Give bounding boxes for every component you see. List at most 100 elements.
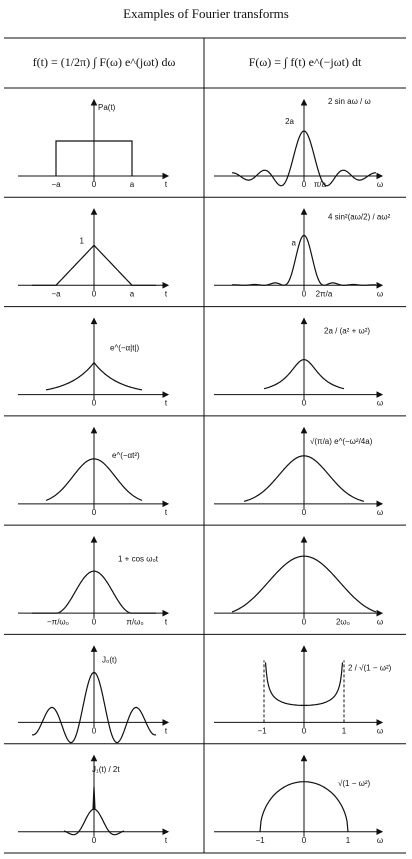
function-label: Pa(t) — [98, 103, 116, 112]
tick-label: −π/ω₀ — [47, 617, 69, 626]
function-label: √(1 − ω²) — [338, 779, 371, 788]
tick-label: 0 — [92, 727, 97, 736]
tick-label: 0 — [302, 836, 307, 845]
axis-label: t — [165, 617, 168, 626]
header-formula: F(ω) = ∫ f(t) e^(−jωt) dt — [249, 55, 362, 69]
curve — [243, 455, 365, 502]
curve — [31, 671, 157, 744]
function-label: 2 sin aω / ω — [328, 97, 371, 106]
arrow-head — [376, 391, 384, 398]
tick-label: −1 — [257, 727, 267, 736]
tick-label: 0 — [92, 399, 97, 408]
function-label: e^(−αt²) — [112, 451, 140, 460]
tick-label: 0 — [302, 399, 307, 408]
curve — [232, 234, 376, 286]
tick-label: 1 — [346, 836, 351, 845]
curve — [232, 130, 376, 187]
curve — [63, 786, 125, 836]
arrow-head — [300, 754, 308, 762]
tick-label: −a — [51, 289, 61, 298]
axis-label: ω — [377, 289, 383, 298]
curve — [32, 244, 156, 286]
arrow-head — [300, 426, 308, 434]
axis-label: ω — [377, 727, 383, 736]
axis-label: ω — [377, 508, 383, 517]
tick-label: 2π/a — [316, 289, 333, 298]
axis-label: t — [165, 727, 168, 736]
function-label: J₀(t) — [102, 656, 117, 665]
tick-label: 2ω₀ — [336, 617, 350, 626]
tick-label: 0 — [92, 289, 97, 298]
axis-label: t — [165, 289, 168, 298]
curve — [45, 361, 143, 391]
tick-label: 0 — [302, 289, 307, 298]
arrow-head — [300, 208, 308, 215]
function-label: e^(−α|t|) — [110, 344, 140, 353]
arrow-head — [162, 281, 170, 289]
arrow-head — [376, 828, 384, 836]
arrow-head — [300, 536, 308, 543]
arrow-head — [376, 281, 384, 289]
tick-label: −1 — [255, 836, 265, 845]
axis-label: ω — [377, 836, 383, 845]
peak-label: 1 — [80, 236, 85, 245]
title: Examples of Fourier transforms — [123, 6, 289, 21]
arrow-head — [90, 317, 98, 325]
tick-label: 0 — [92, 617, 97, 626]
arrow-head — [300, 645, 308, 652]
tick-label: 0 — [92, 180, 97, 189]
arrow-head — [162, 172, 170, 180]
arrow-head — [162, 828, 170, 836]
arrow-head — [300, 98, 308, 106]
axis-label: t — [165, 180, 168, 189]
arrow-head — [162, 719, 170, 726]
tick-label: −a — [51, 180, 61, 189]
arrow-head — [90, 208, 98, 215]
axis-label: ω — [377, 399, 383, 408]
tick-label: 0 — [302, 727, 307, 736]
header-formula: f(t) = (1/2π) ∫ F(ω) e^(jωt) dω — [33, 55, 176, 69]
axis-label: t — [165, 399, 168, 408]
arrow-head — [90, 536, 98, 543]
tick-label: a — [130, 289, 135, 298]
peak-label: 2a — [285, 117, 294, 126]
arrow-head — [376, 719, 384, 726]
tick-label: a — [130, 180, 135, 189]
arrow-head — [90, 426, 98, 434]
curve — [259, 781, 349, 832]
arrow-head — [162, 391, 170, 398]
tick-label: 0 — [92, 836, 97, 845]
arrow-head — [90, 98, 98, 106]
axis-label: ω — [377, 180, 383, 189]
curve — [264, 662, 344, 706]
function-label: J₁(t) / 2t — [92, 765, 120, 774]
arrow-head — [300, 317, 308, 325]
function-label: √(π/a) e^(−ω²/4a) — [310, 437, 373, 446]
arrow-head — [376, 609, 384, 617]
tick-label: 0 — [302, 180, 307, 189]
axis-label: ω — [377, 617, 383, 626]
tick-label: 0 — [302, 508, 307, 517]
function-label: 2 / √(1 − ω²) — [348, 664, 392, 673]
peak-label: a — [292, 238, 297, 247]
axis-label: t — [165, 836, 168, 845]
function-label: 2a / (a² + ω²) — [324, 327, 370, 336]
arrow-head — [90, 645, 98, 652]
curve — [55, 140, 133, 176]
tick-label: 1 — [342, 727, 347, 736]
axis-label: t — [165, 508, 168, 517]
function-label: 1 + cos ω₀t — [118, 554, 159, 563]
curve — [45, 458, 143, 501]
arrow-head — [376, 500, 384, 508]
arrow-head — [376, 172, 384, 180]
tick-label: 0 — [92, 508, 97, 517]
arrow-head — [162, 500, 170, 508]
curve — [231, 555, 377, 613]
curve — [263, 358, 345, 390]
curve — [32, 570, 156, 614]
function-label: 4 sin²(aω/2) / aω² — [328, 212, 391, 221]
tick-label: π/ω₀ — [126, 617, 143, 626]
tick-label: π/a — [314, 180, 327, 189]
arrow-head — [90, 754, 98, 762]
